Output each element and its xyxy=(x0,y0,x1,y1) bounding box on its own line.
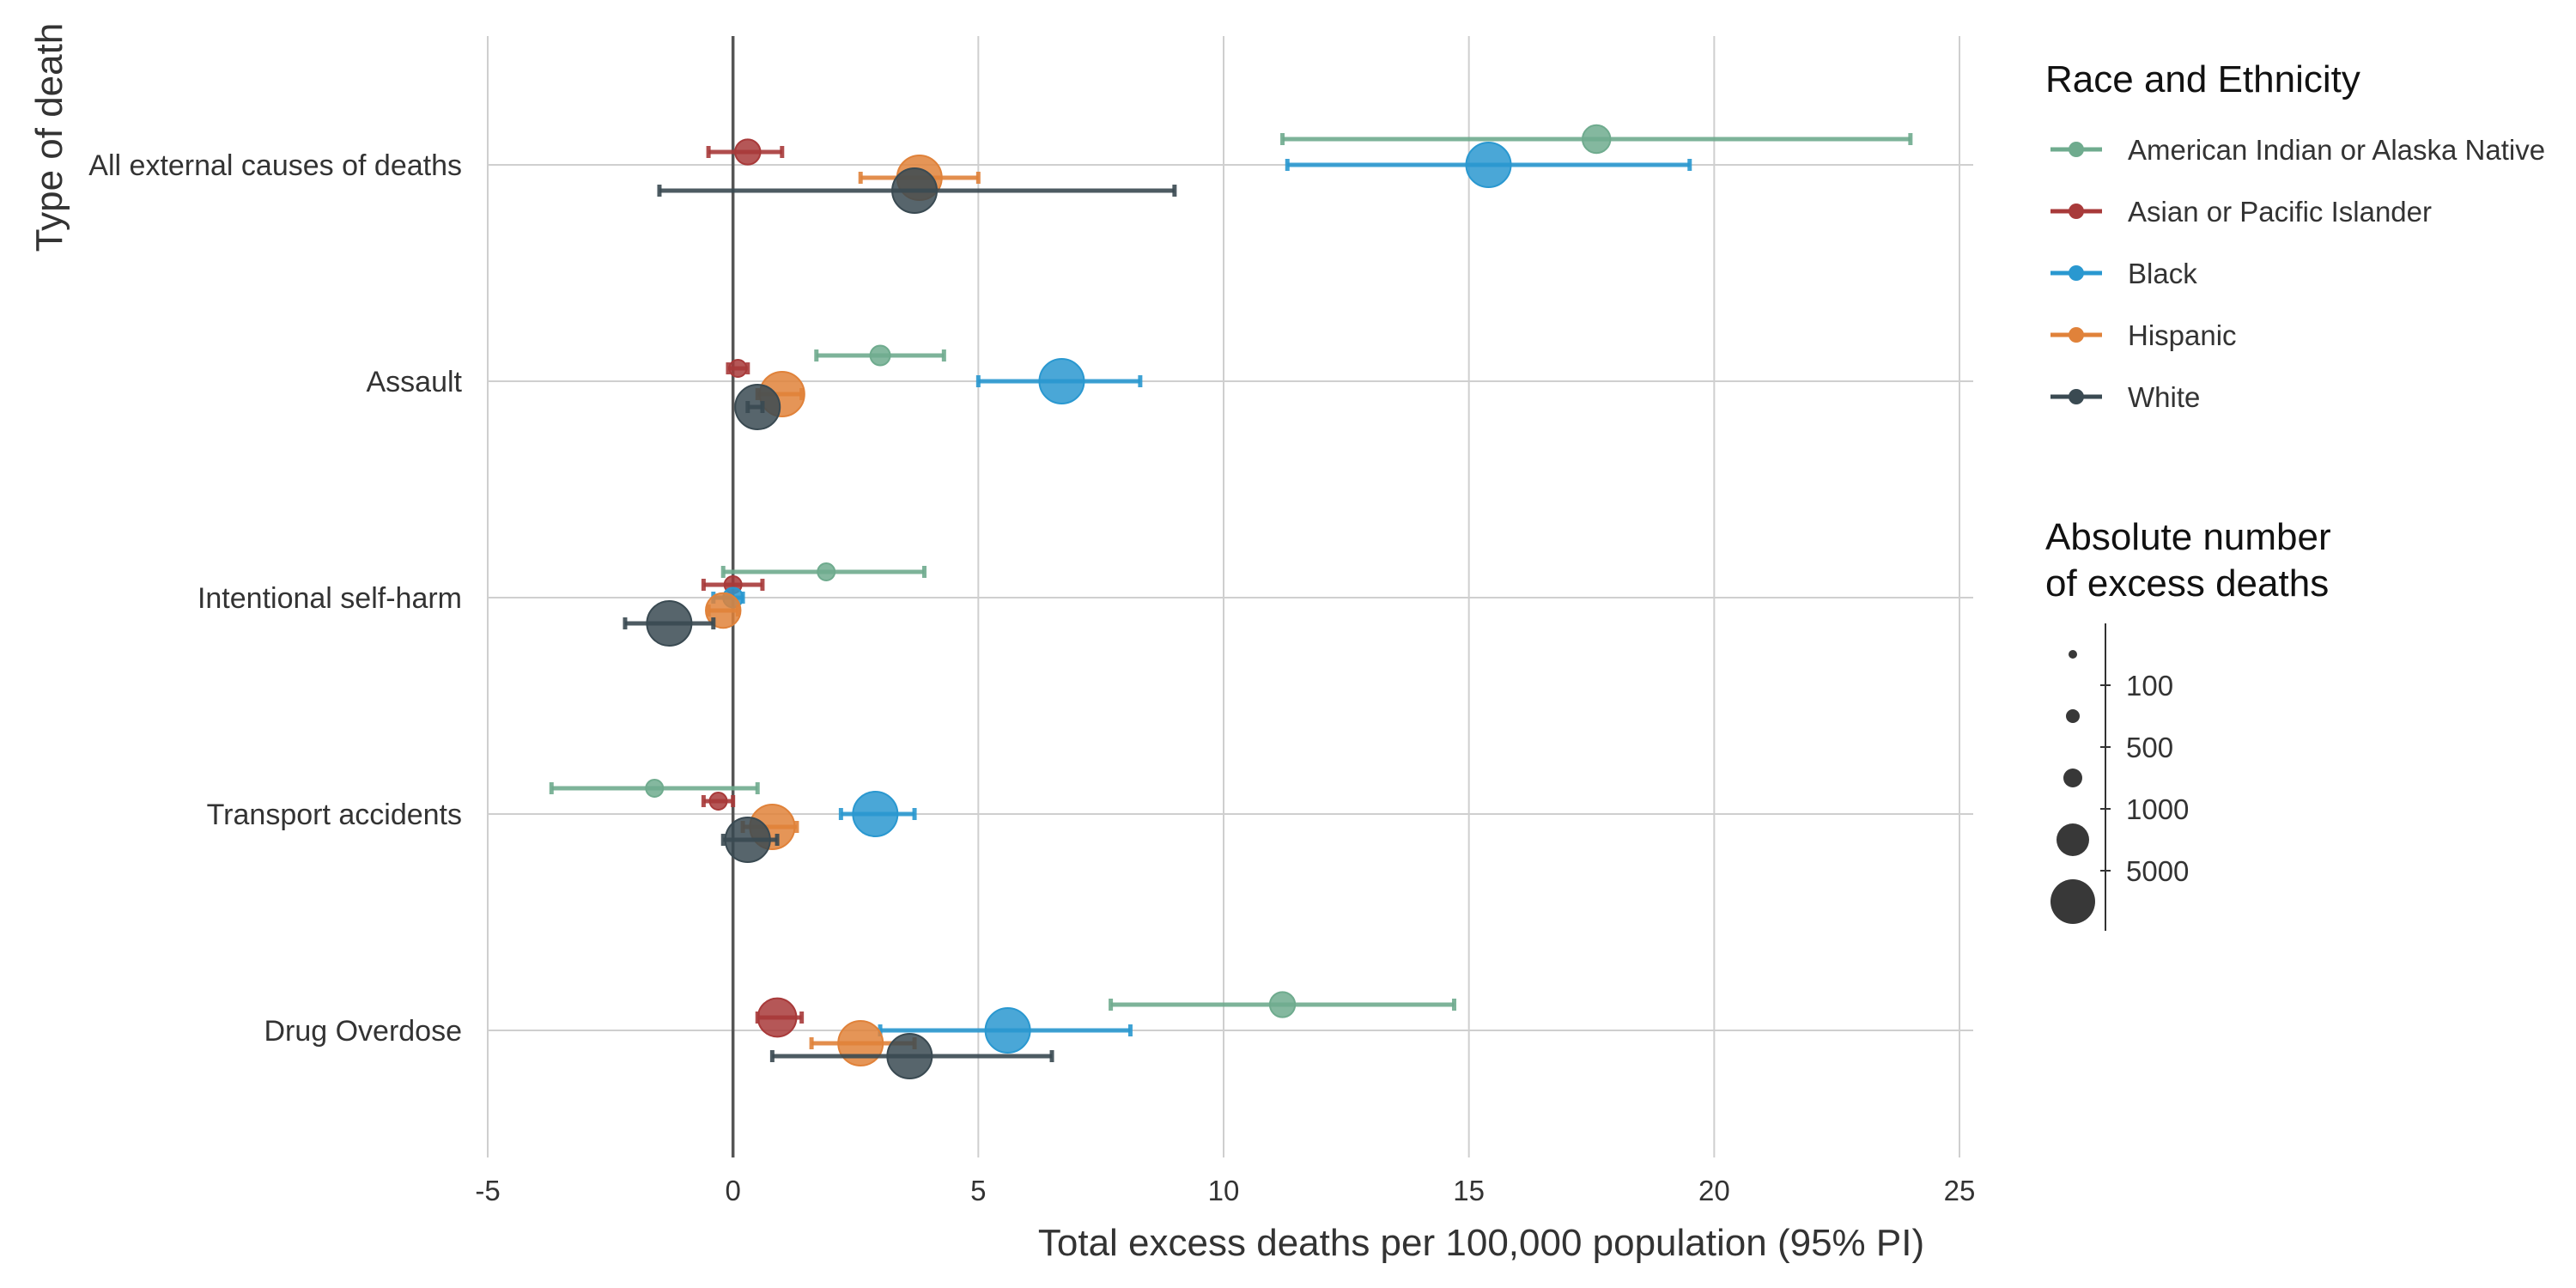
x-tick-label: 10 xyxy=(1208,1175,1240,1206)
legend-label: American Indian or Alaska Native xyxy=(2128,134,2545,166)
legend-label: White xyxy=(2128,381,2200,413)
series-3 xyxy=(705,155,981,1066)
point-estimate xyxy=(852,791,899,837)
series-4 xyxy=(623,167,1177,1079)
point-estimate xyxy=(1465,142,1512,188)
y-axis-title: Type of death xyxy=(28,23,70,252)
point-estimate xyxy=(886,1033,933,1079)
legend-swatch-dot xyxy=(2069,142,2084,157)
legend-swatch-dot xyxy=(2069,204,2084,219)
category-labels: All external causes of deaths Assault Inte… xyxy=(88,149,462,1048)
size-legend-circle xyxy=(2066,709,2080,723)
size-legend-circle xyxy=(2050,879,2095,924)
legend-label: Asian or Pacific Islander xyxy=(2128,196,2432,228)
legend-label: Black xyxy=(2128,258,2197,289)
legend-item: Black xyxy=(2050,258,2197,289)
x-tick-label: 5 xyxy=(970,1175,986,1206)
legend-swatch-dot xyxy=(2069,389,2084,404)
point-estimate xyxy=(734,384,781,430)
size-legend-circle xyxy=(2057,823,2089,856)
category-label: Assault xyxy=(367,366,463,398)
size-legend-items: 100 500 1000 5000 xyxy=(2050,623,2189,931)
x-axis-title: Total excess deaths per 100,000 populati… xyxy=(1038,1222,1924,1264)
size-legend: Absolute number of excess deaths 1005001… xyxy=(2045,516,2331,931)
legend-item: American Indian or Alaska Native xyxy=(2050,134,2545,166)
series-layer xyxy=(549,124,1913,1079)
size-legend-label: 100 xyxy=(2126,670,2173,702)
series-1 xyxy=(701,138,805,1038)
point-estimate xyxy=(891,167,939,214)
legend-title: Race and Ethnicity xyxy=(2045,58,2360,100)
legend-item: Asian or Pacific Islander xyxy=(2050,196,2432,228)
point-estimate xyxy=(756,997,798,1038)
legend-label: Hispanic xyxy=(2128,319,2237,351)
point-estimate xyxy=(1268,991,1297,1018)
size-legend-label: 1000 xyxy=(2126,793,2189,825)
legend: Race and Ethnicity American Indian or Al… xyxy=(2045,58,2545,413)
x-tick-label: -5 xyxy=(475,1175,500,1206)
series-0 xyxy=(549,124,1913,1018)
point-estimate xyxy=(869,344,891,367)
point-estimate xyxy=(984,1007,1031,1054)
category-label: Transport accidents xyxy=(207,799,462,831)
point-estimate xyxy=(837,1020,884,1066)
x-tick-labels: -5 0 5 10 15 20 25 xyxy=(475,1175,1975,1206)
category-label: Intentional self-harm xyxy=(197,582,462,615)
size-legend-label: 500 xyxy=(2126,732,2173,763)
point-estimate xyxy=(1038,358,1085,404)
legend-swatch-dot xyxy=(2069,327,2084,343)
size-legend-title-line-1: Absolute number xyxy=(2045,516,2331,558)
x-tick-label: 15 xyxy=(1453,1175,1485,1206)
legend-item: White xyxy=(2050,381,2200,413)
point-estimate xyxy=(1581,124,1612,155)
size-legend-label: 5000 xyxy=(2126,855,2189,887)
point-estimate xyxy=(728,359,748,378)
category-label: All external causes of deaths xyxy=(88,149,462,182)
point-estimate xyxy=(708,792,728,811)
size-legend-title-line-2: of excess deaths xyxy=(2045,562,2329,605)
legend-swatch-dot xyxy=(2069,265,2084,281)
x-tick-label: 25 xyxy=(1944,1175,1976,1206)
point-estimate xyxy=(817,562,836,581)
point-estimate xyxy=(645,779,665,798)
gridlines xyxy=(487,36,1973,1157)
size-legend-circle xyxy=(2069,650,2077,659)
legend-item: Hispanic xyxy=(2050,319,2237,351)
point-estimate xyxy=(734,138,762,166)
point-estimate xyxy=(724,817,771,863)
size-legend-circle xyxy=(2063,769,2082,787)
point-estimate xyxy=(646,600,693,647)
legend-items: American Indian or Alaska Native Asian or… xyxy=(2050,134,2545,413)
x-tick-label: 0 xyxy=(725,1175,740,1206)
x-tick-label: 20 xyxy=(1698,1175,1730,1206)
category-label: Drug Overdose xyxy=(264,1015,462,1048)
